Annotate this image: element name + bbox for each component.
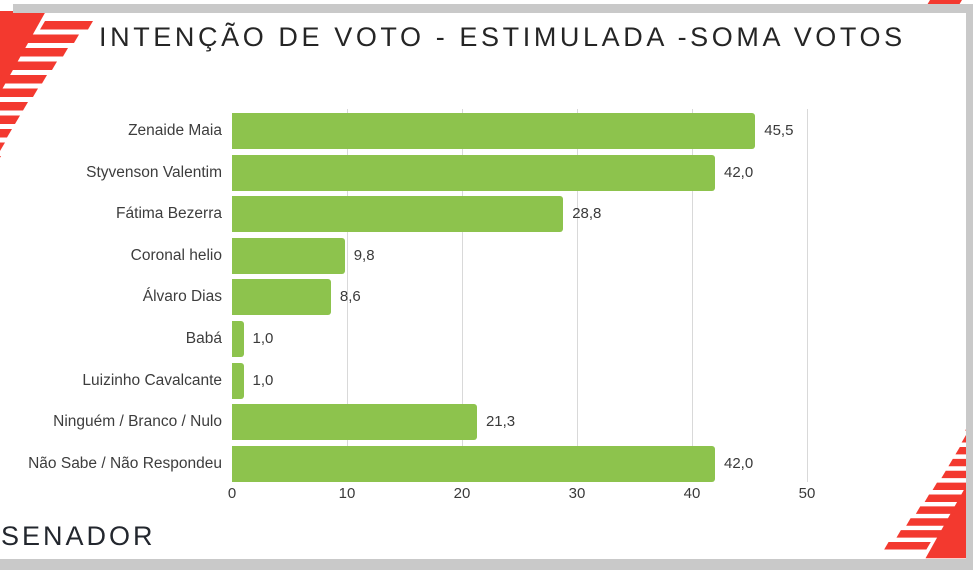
bar [232, 237, 345, 274]
bar [232, 362, 244, 399]
x-tick-label: 0 [227, 485, 237, 502]
bar [232, 196, 564, 233]
x-tick-label: 50 [798, 485, 816, 502]
bar [232, 154, 715, 191]
bar [232, 113, 756, 149]
category-label: Álvaro Dias [142, 288, 222, 306]
gridline [347, 109, 348, 482]
gridline [577, 109, 578, 482]
value-label: 1,0 [252, 330, 274, 347]
category-label: Luizinho Cavalcante [82, 371, 222, 389]
bar [232, 404, 477, 441]
category-label: Coronal helio [130, 246, 222, 264]
category-label: Fátima Bezerra [116, 205, 222, 223]
category-label: Babá [185, 330, 222, 347]
bottom-edge-strip [0, 559, 973, 570]
footer-title: SENADOR [1, 521, 156, 551]
value-label: 21,3 [485, 413, 516, 431]
gridline [807, 109, 808, 482]
gridline [692, 109, 693, 482]
bar [232, 279, 331, 316]
page-title: INTENÇÃO DE VOTO - ESTIMULADA -SOMA VOTO… [99, 22, 906, 52]
x-tick-label: 30 [568, 485, 586, 502]
value-label: 1,0 [252, 371, 274, 389]
category-label: Zenaide Maia [128, 122, 222, 139]
stripes-decoration-top-left [0, 11, 93, 158]
x-tick-label: 20 [453, 485, 471, 502]
category-label: Styvenson Valentim [86, 163, 222, 181]
red-accent-top-right [927, 0, 962, 5]
bar [232, 445, 715, 482]
x-tick-label: 40 [683, 485, 701, 502]
value-label: 28,8 [572, 205, 602, 223]
bar [232, 321, 244, 357]
value-label: 45,5 [764, 122, 794, 139]
top-edge-strip [13, 4, 973, 13]
category-label: Não Sabe / Não Respondeu [28, 454, 222, 472]
x-tick-label: 10 [338, 485, 356, 502]
category-label: Ninguém / Branco / Nulo [53, 413, 222, 431]
gridline [462, 109, 463, 482]
value-label: 42,0 [724, 163, 754, 181]
value-label: 9,8 [353, 246, 375, 264]
value-label: 8,6 [339, 288, 361, 306]
right-edge-strip [966, 13, 973, 560]
value-label: 42,0 [724, 454, 754, 472]
